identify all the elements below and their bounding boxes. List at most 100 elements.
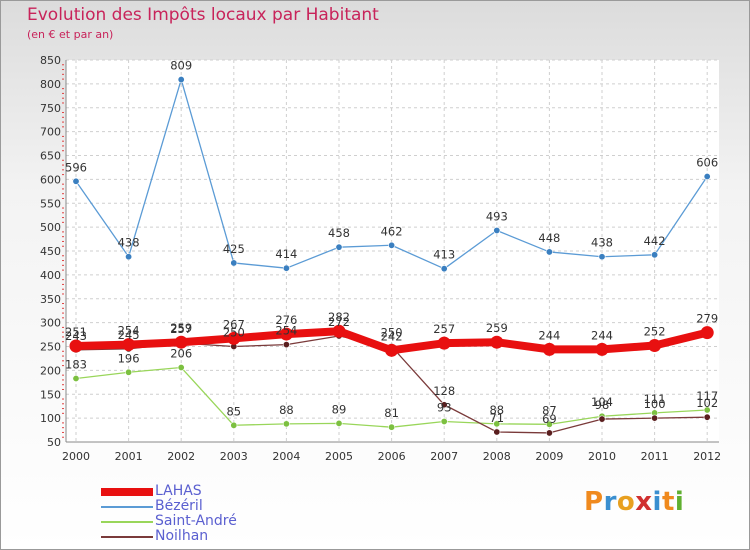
data-label-lahas: 259 xyxy=(170,321,192,335)
point-b-z-ril xyxy=(545,248,553,256)
data-label-noilhan: 257 xyxy=(170,322,192,336)
point-noilhan xyxy=(440,401,448,409)
data-label-b-z-ril: 438 xyxy=(118,236,140,250)
point-b-z-ril xyxy=(72,177,80,185)
point-noilhan xyxy=(545,429,553,437)
data-label-lahas: 282 xyxy=(328,310,350,324)
data-label-b-z-ril: 438 xyxy=(591,236,613,250)
point-noilhan xyxy=(703,413,711,421)
point-lahas xyxy=(700,326,714,340)
data-label-lahas: 259 xyxy=(486,321,508,335)
point-b-z-ril xyxy=(388,241,396,249)
y-tick-label: 650 xyxy=(40,150,61,163)
point-lahas xyxy=(69,339,83,353)
data-label-b-z-ril: 413 xyxy=(433,248,455,262)
y-tick-label: 150 xyxy=(40,388,61,401)
data-label-saint-andr-: 85 xyxy=(226,404,241,418)
x-tick-label: 2001 xyxy=(115,450,143,463)
legend-label: LAHAS xyxy=(155,483,202,499)
point-lahas xyxy=(174,335,188,349)
logo-letter: r xyxy=(603,487,617,517)
x-tick-label: 2011 xyxy=(641,450,669,463)
point-b-z-ril xyxy=(125,253,133,261)
point-saint-andr- xyxy=(72,374,80,382)
data-label-noilhan: 100 xyxy=(644,397,666,411)
point-b-z-ril xyxy=(282,264,290,272)
proxiti-logo: Proxiti xyxy=(584,487,684,517)
x-tick-label: 2003 xyxy=(220,450,248,463)
data-label-lahas: 254 xyxy=(118,324,140,338)
data-label-saint-andr-: 196 xyxy=(118,351,140,365)
data-label-b-z-ril: 442 xyxy=(644,234,666,248)
data-label-b-z-ril: 414 xyxy=(275,247,297,261)
y-tick-label: 200 xyxy=(40,364,61,377)
point-saint-andr- xyxy=(282,420,290,428)
data-label-lahas: 252 xyxy=(644,325,666,339)
chart-subtitle: (en € et par an) xyxy=(27,28,114,41)
y-tick-label: 800 xyxy=(40,78,61,91)
y-tick-label: 300 xyxy=(40,317,61,330)
data-label-lahas: 244 xyxy=(591,328,613,342)
y-tick-label: 600 xyxy=(40,173,61,186)
point-lahas xyxy=(437,336,451,350)
data-label-lahas: 251 xyxy=(65,325,87,339)
y-tick-label: 400 xyxy=(40,269,61,282)
point-b-z-ril xyxy=(651,251,659,259)
data-label-b-z-ril: 606 xyxy=(696,156,718,170)
data-label-b-z-ril: 596 xyxy=(65,160,87,174)
data-label-lahas: 267 xyxy=(223,317,245,331)
data-label-saint-andr-: 93 xyxy=(437,400,452,414)
x-tick-label: 2010 xyxy=(588,450,616,463)
logo-letter: t xyxy=(661,487,675,517)
data-label-noilhan: 254 xyxy=(275,324,297,338)
data-label-saint-andr-: 206 xyxy=(170,347,192,361)
point-lahas xyxy=(542,342,556,356)
point-lahas xyxy=(648,339,662,353)
legend-label: Bézéril xyxy=(155,498,203,514)
x-tick-label: 2002 xyxy=(167,450,195,463)
data-label-lahas: 242 xyxy=(381,329,403,343)
data-label-lahas: 244 xyxy=(538,328,560,342)
point-saint-andr- xyxy=(335,419,343,427)
data-label-noilhan: 250 xyxy=(223,326,245,340)
x-tick-label: 2000 xyxy=(62,450,90,463)
y-tick-label: 450 xyxy=(40,245,61,258)
point-b-z-ril xyxy=(177,76,185,84)
y-tick-label: 100 xyxy=(40,412,61,425)
y-tick-label: 350 xyxy=(40,293,61,306)
y-tick-label: 500 xyxy=(40,221,61,234)
data-label-b-z-ril: 448 xyxy=(538,231,560,245)
data-label-saint-andr-: 111 xyxy=(644,392,666,406)
y-tick-label: 50 xyxy=(47,436,61,449)
point-lahas xyxy=(332,324,346,338)
point-saint-andr- xyxy=(125,368,133,376)
data-label-b-z-ril: 458 xyxy=(328,226,350,240)
data-label-saint-andr-: 88 xyxy=(489,403,504,417)
logo-letter: x xyxy=(635,487,653,517)
data-label-saint-andr-: 89 xyxy=(332,402,347,416)
data-label-noilhan: 69 xyxy=(542,412,557,426)
point-noilhan xyxy=(598,415,606,423)
data-label-noilhan: 243 xyxy=(65,329,87,343)
data-label-lahas: 279 xyxy=(696,312,718,326)
point-lahas xyxy=(279,327,293,341)
point-saint-andr- xyxy=(177,364,185,372)
data-label-b-z-ril: 493 xyxy=(486,209,508,223)
x-tick-label: 2012 xyxy=(693,450,721,463)
logo-letter: P xyxy=(584,487,604,517)
x-tick-label: 2006 xyxy=(378,450,406,463)
chart-title: Evolution des Impôts locaux par Habitant xyxy=(27,5,379,25)
data-label-b-z-ril: 462 xyxy=(381,224,403,238)
data-label-saint-andr-: 81 xyxy=(384,406,399,420)
point-noilhan xyxy=(282,341,290,349)
data-label-lahas: 257 xyxy=(433,322,455,336)
point-noilhan xyxy=(493,428,501,436)
point-b-z-ril xyxy=(493,226,501,234)
legend-swatch xyxy=(101,506,153,508)
data-label-noilhan: 71 xyxy=(489,411,504,425)
legend-label: Noilhan xyxy=(155,528,209,544)
point-saint-andr- xyxy=(703,406,711,414)
point-saint-andr- xyxy=(230,421,238,429)
point-b-z-ril xyxy=(440,265,448,273)
data-label-noilhan: 128 xyxy=(433,384,455,398)
